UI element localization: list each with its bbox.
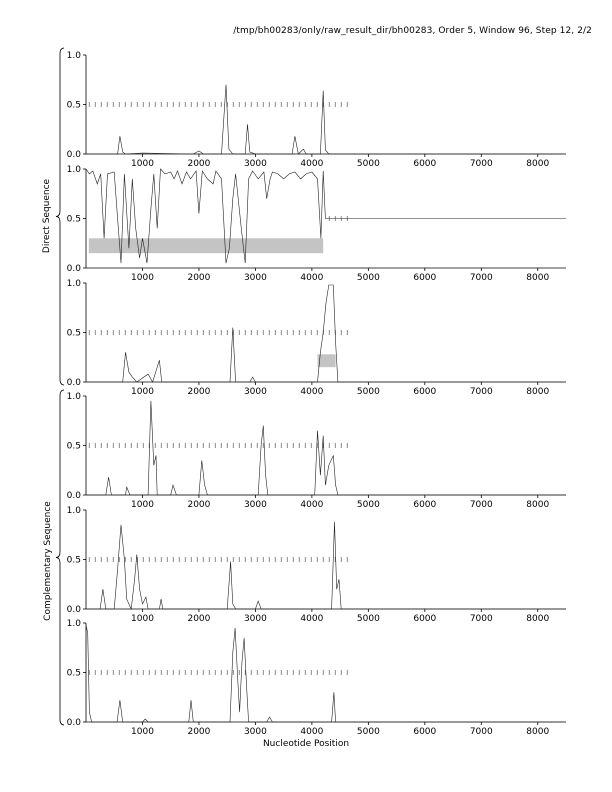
panel-6-y-tick-label: 0.0 xyxy=(67,718,82,728)
panel-6-x-tick-label: 8000 xyxy=(526,727,549,737)
panel-2-x-tick-label: 2000 xyxy=(187,273,210,283)
panel-4-y-tick-label: 0.5 xyxy=(67,442,81,452)
panel-1-x-tick-label: 6000 xyxy=(413,159,436,169)
panel-5-x-tick-label: 8000 xyxy=(526,614,549,624)
panel-4-x-tick-label: 1000 xyxy=(131,500,154,510)
panel-4-x-tick-label: 4000 xyxy=(300,500,323,510)
panel-2-x-tick-label: 7000 xyxy=(470,273,493,283)
panel-3-x-tick-label: 8000 xyxy=(526,387,549,397)
panel-6-x-tick-label: 6000 xyxy=(413,727,436,737)
panel-3-y-tick-label: 1.0 xyxy=(67,279,82,289)
panel-6-x-tick-label: 2000 xyxy=(187,727,210,737)
panel-3-x-tick-label: 3000 xyxy=(244,387,267,397)
panel-3-y-tick-label: 0.0 xyxy=(67,378,82,388)
panel-4-x-tick-label: 2000 xyxy=(187,500,210,510)
panel-2-x-tick-label: 4000 xyxy=(300,273,323,283)
panel-5-y-tick-label: 1.0 xyxy=(67,506,82,516)
panel-3-x-tick-label: 4000 xyxy=(300,387,323,397)
panel-3-shaded-region-1 xyxy=(317,354,336,368)
panel-6-series-line xyxy=(85,624,566,723)
panel-1-x-tick-label: 1000 xyxy=(131,159,154,169)
panel-1-x-tick-label: 5000 xyxy=(357,159,380,169)
panel-6-x-tick-label: 1000 xyxy=(131,727,154,737)
panel-2-x-tick-label: 5000 xyxy=(357,273,380,283)
panel-6-y-tick-label: 1.0 xyxy=(67,619,82,629)
panel-2-x-tick-label: 1000 xyxy=(131,273,154,283)
panel-3-x-tick-label: 5000 xyxy=(357,387,380,397)
direct-sequence-label: Direct Sequence xyxy=(42,178,52,254)
panel-1-x-tick-label: 3000 xyxy=(244,159,267,169)
panel-4-x-tick-label: 8000 xyxy=(526,500,549,510)
panel-5-x-tick-label: 3000 xyxy=(244,614,267,624)
panel-5-x-tick-label: 1000 xyxy=(131,614,154,624)
panel-1-y-tick-label: 0.0 xyxy=(67,150,82,160)
panel-5-y-tick-label: 0.0 xyxy=(67,605,82,615)
complementary-sequence-brace xyxy=(55,389,65,726)
panel-1-y-tick-label: 0.5 xyxy=(67,101,81,111)
panel-3-x-tick-label: 1000 xyxy=(131,387,154,397)
panel-3-x-tick-label: 7000 xyxy=(470,387,493,397)
panel-4-x-tick-label: 6000 xyxy=(413,500,436,510)
panel-4-x-tick-label: 7000 xyxy=(470,500,493,510)
panel-1-y-tick-label: 1.0 xyxy=(67,51,82,61)
panel-1-x-tick-label: 4000 xyxy=(300,159,323,169)
panel-6-x-tick-label: 3000 xyxy=(244,727,267,737)
panel-5-x-tick-label: 6000 xyxy=(413,614,436,624)
panel-5-y-tick-label: 0.5 xyxy=(67,556,81,566)
panel-4-x-tick-label: 3000 xyxy=(244,500,267,510)
panel-1-series-line xyxy=(86,84,566,155)
panel-6-x-tick-label: 7000 xyxy=(470,727,493,737)
panel-6-y-tick-label: 0.5 xyxy=(67,669,81,679)
panel-3-x-tick-label: 6000 xyxy=(413,387,436,397)
panel-2-y-tick-label: 1.0 xyxy=(67,165,82,175)
complementary-sequence-label: Complementary Sequence xyxy=(43,501,53,621)
panel-2-x-tick-label: 6000 xyxy=(413,273,436,283)
panel-1-x-tick-label: 7000 xyxy=(470,159,493,169)
panel-2-x-tick-label: 8000 xyxy=(526,273,549,283)
page-title: /tmp/bh00283/only/raw_result_dir/bh00283… xyxy=(233,26,592,36)
panel-1-x-tick-label: 8000 xyxy=(526,159,549,169)
panel-3-y-tick-label: 0.5 xyxy=(67,329,81,339)
panel-6-x-tick-label: 5000 xyxy=(357,727,380,737)
panel-2-x-tick-label: 3000 xyxy=(244,273,267,283)
panel-2-y-tick-label: 0.0 xyxy=(67,264,82,274)
panel-3-x-tick-label: 2000 xyxy=(187,387,210,397)
panel-2-shaded-region-1 xyxy=(88,238,324,254)
panel-5-series-line xyxy=(86,521,566,611)
panel-4-x-tick-label: 5000 xyxy=(357,500,380,510)
panel-5-x-tick-label: 4000 xyxy=(300,614,323,624)
panel-2-series-line xyxy=(85,168,566,264)
panel-2-y-tick-label: 0.5 xyxy=(67,215,81,225)
direct-sequence-brace xyxy=(55,47,65,386)
panel-4-series-line xyxy=(86,400,566,496)
x-axis-label: Nucleotide Position xyxy=(262,739,350,749)
panel-6-x-tick-label: 4000 xyxy=(300,727,323,737)
panel-5-x-tick-label: 2000 xyxy=(187,614,210,624)
panel-5-x-tick-label: 7000 xyxy=(470,614,493,624)
panel-4-y-tick-label: 1.0 xyxy=(67,392,82,402)
panel-1-x-tick-label: 2000 xyxy=(187,159,210,169)
panel-4-y-tick-label: 0.0 xyxy=(67,491,82,501)
panel-5-x-tick-label: 5000 xyxy=(357,614,380,624)
panel-3-series-line xyxy=(86,284,566,383)
